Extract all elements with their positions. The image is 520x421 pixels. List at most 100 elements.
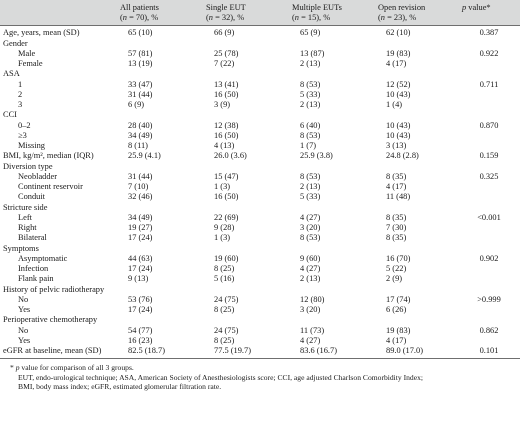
value-open-revision: 3 (13) (386, 141, 407, 151)
value-single-eut: 66 (9) (214, 28, 235, 38)
table-group-row: Perioperative chemotherapy (0, 315, 520, 325)
value-all-patients: 31 (44) (128, 89, 153, 99)
value-single-eut: 77.5 (19.7) (202, 346, 288, 360)
value-single-eut: 19 (60) (214, 253, 239, 263)
value-multiple-euts: 8 (53) (300, 233, 321, 243)
row-label: Conduit (18, 192, 45, 202)
table-row: Left 34 (49) 22 (69) 4 (27) 8 (35) <0.001 (0, 213, 520, 223)
table-row: Asymptomatic 44 (63) 19 (60) 9 (60) 16 (70) 0… (0, 254, 520, 264)
value-single-eut: 16 (50) (214, 89, 239, 99)
value-p: 0.862 (479, 325, 499, 335)
value-single-eut: 16 (50) (214, 192, 239, 202)
value-open-revision: 2 (9) (386, 274, 403, 284)
value-open-revision: 11 (48) (386, 192, 411, 202)
value-all-patients: 54 (77) (128, 325, 153, 335)
value-open-revision: 5 (22) (386, 264, 407, 274)
value-multiple-euts: 2 (13) (300, 274, 321, 284)
value-p (460, 141, 520, 151)
value-all-patients: 28 (40) (128, 120, 153, 130)
table-row: 3 6 (9) 3 (9) 2 (13) 1 (4) (0, 100, 520, 110)
row-label: 0–2 (18, 120, 31, 130)
footnote-abbreviations-2: BMI, body mass index; eGFR, estimated gl… (18, 382, 222, 392)
value-single-eut: 24 (75) (214, 294, 239, 304)
row-label: Infection (18, 264, 49, 274)
table-group-row: Gender (0, 39, 520, 49)
value-p (460, 162, 520, 172)
row-label: 2 (18, 89, 23, 99)
value-multiple-euts: 5 (33) (300, 89, 321, 99)
value-single-eut: 3 (9) (214, 100, 231, 110)
table-row: BMI, kg/m², median (IQR) 25.9 (4.1) 26.0 (… (0, 151, 520, 161)
row-label: BMI, kg/m², median (IQR) (3, 151, 94, 161)
row-label: Left (18, 212, 32, 222)
value-multiple-euts: 3 (20) (300, 223, 321, 233)
row-label: No (18, 325, 29, 335)
value-multiple-euts: 8 (53) (300, 171, 321, 181)
value-all-patients (116, 315, 202, 325)
value-all-patients: 13 (19) (128, 59, 153, 69)
table-row: Infection 17 (24) 8 (25) 4 (27) 5 (22) (0, 264, 520, 274)
value-multiple-euts: 2 (13) (300, 59, 321, 69)
table-row: Conduit 32 (46) 16 (50) 5 (33) 11 (48) (0, 192, 520, 202)
value-p (460, 110, 520, 120)
row-label: No (18, 294, 29, 304)
value-single-eut: 8 (25) (214, 335, 235, 345)
value-open-revision: 7 (30) (386, 223, 407, 233)
table-row: Right 19 (27) 9 (28) 3 (20) 7 (30) (0, 223, 520, 233)
table-group-row: Diversion type (0, 162, 520, 172)
value-single-eut: 12 (38) (214, 120, 239, 130)
value-open-revision: 10 (43) (386, 120, 411, 130)
value-all-patients: 7 (10) (128, 182, 149, 192)
value-all-patients: 34 (49) (128, 212, 153, 222)
table-row: Yes 17 (24) 8 (25) 3 (20) 6 (26) (0, 305, 520, 315)
value-p (460, 336, 520, 346)
table-row: Female 13 (19) 7 (22) 2 (13) 4 (17) (0, 59, 520, 69)
value-all-patients: 65 (10) (128, 28, 153, 38)
table-group-row: CCI (0, 110, 520, 120)
value-open-revision: 12 (52) (386, 79, 411, 89)
value-all-patients (116, 39, 202, 49)
value-multiple-euts: 1 (7) (300, 141, 317, 151)
value-p (460, 305, 520, 315)
table-header-row: All patients (n = 70), % Single EUT (n = 3… (0, 0, 520, 27)
value-all-patients: 17 (24) (128, 305, 153, 315)
value-open-revision: 6 (26) (386, 305, 407, 315)
value-open-revision: 4 (17) (386, 59, 407, 69)
value-open-revision: 10 (43) (386, 130, 411, 140)
row-label: Yes (18, 335, 31, 345)
value-all-patients (116, 244, 202, 254)
value-open-revision: 16 (70) (386, 253, 411, 263)
group-label: ASA (3, 69, 20, 79)
value-all-patients (116, 285, 202, 295)
value-single-eut: 22 (69) (214, 212, 239, 222)
row-label: Neobladder (18, 171, 58, 181)
value-open-revision: 17 (74) (386, 294, 411, 304)
footnote-abbreviations-1: EUT, endo-urological technique; ASA, Ame… (18, 372, 423, 382)
value-p: 0.101 (460, 346, 520, 360)
footnotes: * p value for comparison of all 3 groups… (0, 359, 520, 391)
value-p: 0.870 (479, 120, 499, 130)
row-label: Yes (18, 305, 31, 315)
row-label: ≥3 (18, 130, 27, 140)
value-single-eut (202, 162, 288, 172)
value-p (460, 223, 520, 233)
row-label: Flank pain (18, 274, 54, 284)
header-p-value: p value* (460, 0, 520, 27)
value-p: 0.711 (479, 79, 499, 89)
value-open-revision: 8 (35) (386, 233, 407, 243)
row-label: Missing (18, 141, 45, 151)
table-group-row: Symptoms (0, 244, 520, 254)
value-p: 0.325 (479, 171, 499, 181)
value-all-patients: 9 (13) (128, 274, 149, 284)
row-label: 3 (18, 100, 23, 110)
value-all-patients: 25.9 (4.1) (128, 151, 161, 161)
value-single-eut: 1 (3) (214, 233, 231, 243)
value-all-patients: 17 (24) (128, 233, 153, 243)
value-multiple-euts (288, 203, 374, 213)
value-single-eut: 7 (22) (214, 59, 235, 69)
table-row: Continent reservoir 7 (10) 1 (3) 2 (13) 4 (1… (0, 182, 520, 192)
value-single-eut: 8 (25) (214, 305, 235, 315)
value-multiple-euts (288, 315, 374, 325)
value-multiple-euts: 5 (33) (300, 192, 321, 202)
table-row: Bilateral 17 (24) 1 (3) 8 (53) 8 (35) (0, 233, 520, 243)
